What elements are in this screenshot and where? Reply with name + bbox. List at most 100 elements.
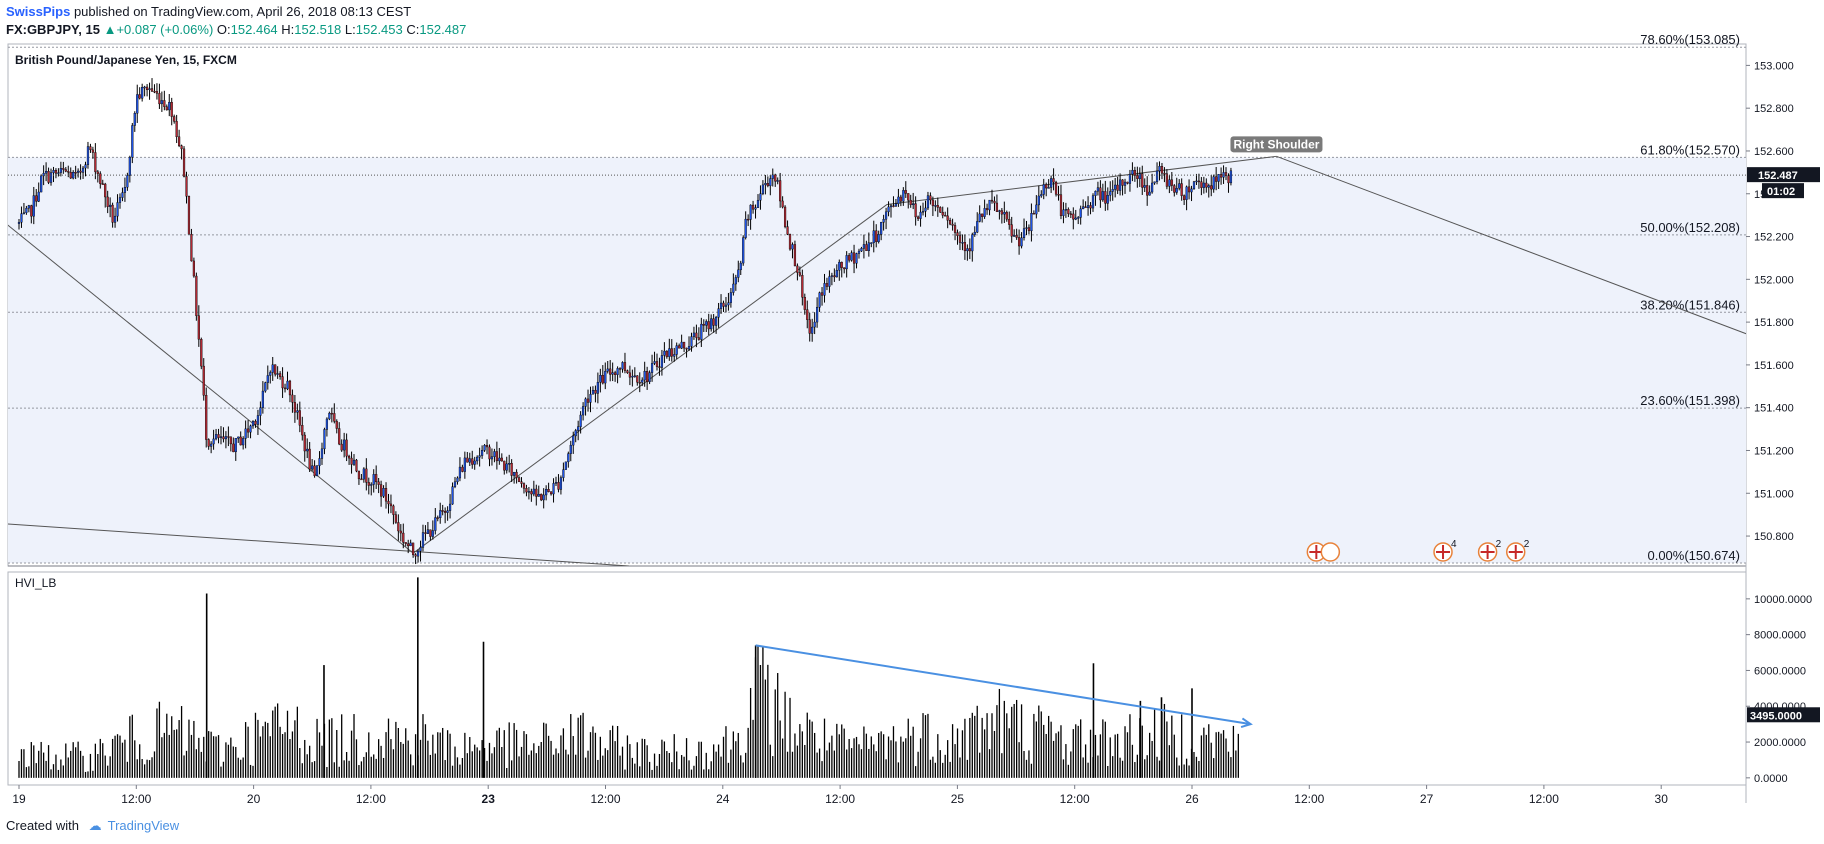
candle-body (232, 443, 235, 453)
event-count: 4 (1451, 539, 1457, 550)
candle-body (57, 172, 60, 174)
candle-body (663, 350, 666, 356)
candle-body (581, 406, 585, 416)
candle-body (1064, 209, 1068, 211)
candle-body (586, 398, 590, 403)
candle-body (727, 302, 730, 306)
candle-body (678, 345, 681, 349)
candle-body (229, 436, 232, 445)
candle-body (569, 444, 572, 454)
candle-body (133, 113, 136, 126)
time-axis-label: 12:00 (356, 792, 386, 806)
candle-body (1178, 183, 1181, 189)
candle-body (279, 373, 282, 377)
candle-body (1000, 210, 1003, 215)
candle-body (350, 457, 353, 465)
price-pane-title: British Pound/Japanese Yen, 15, FXCM (15, 53, 237, 67)
candle-body (729, 292, 732, 303)
candle-body (702, 323, 705, 326)
candle-body (1015, 235, 1018, 238)
candle-body (1054, 181, 1058, 195)
high-label: H: (281, 22, 295, 37)
candle-body (508, 463, 511, 465)
candle-body (554, 482, 558, 484)
candle-body (338, 428, 341, 445)
candle-body (219, 436, 223, 438)
volume-bars-group (18, 577, 1239, 778)
candle-body (1136, 175, 1139, 179)
candle-body (904, 190, 907, 194)
candle-body (658, 366, 661, 368)
trendline (1276, 155, 1746, 335)
tradingview-link[interactable]: TradingView (107, 818, 180, 833)
candle-body (1067, 209, 1070, 214)
candle-body (224, 436, 228, 440)
candle-body (976, 221, 979, 233)
published-text: published on TradingView.com, April 26, … (73, 4, 412, 19)
candle-body (1141, 173, 1144, 188)
candle-body (498, 457, 501, 462)
annotation-text: Right Shoulder (1233, 137, 1319, 151)
candle-body (325, 418, 329, 430)
candle-body (540, 493, 543, 501)
candle-body (520, 481, 523, 484)
candle-body (222, 436, 225, 440)
candle-body (690, 336, 693, 347)
candle-body (724, 304, 728, 307)
candle-body (288, 380, 292, 396)
candle-body (682, 341, 686, 349)
candle-body (190, 233, 193, 262)
candle-body (673, 354, 676, 357)
candle-body (1215, 176, 1218, 182)
candle-body (313, 465, 316, 477)
candle-body (852, 252, 856, 264)
candle-body (1010, 224, 1013, 237)
open-value: 152.464 (230, 22, 278, 37)
candle-body (1212, 176, 1215, 190)
candle-body (192, 260, 195, 277)
candle-body (1175, 187, 1178, 193)
candle-body (150, 88, 154, 92)
candle-body (116, 202, 119, 217)
candle-body (870, 242, 873, 244)
publisher-link[interactable]: SwissPips (6, 4, 71, 19)
candle-body (1086, 205, 1090, 208)
candle-body (276, 373, 279, 375)
economic-event-icon: 4 (1433, 539, 1457, 562)
candle-body (609, 368, 612, 375)
low-label: L: (344, 22, 356, 37)
volume-axis-label: 10000.0000 (1754, 594, 1812, 606)
candle-body (739, 262, 742, 271)
candle-body (983, 208, 986, 217)
candle-body (182, 148, 186, 177)
price-axis-label: 150.800 (1754, 531, 1794, 543)
candle-body (128, 156, 131, 176)
candle-body (1158, 165, 1161, 172)
candle-body (158, 93, 161, 105)
candle-body (793, 244, 797, 267)
candle-body (394, 514, 397, 523)
candle-body (788, 234, 792, 250)
candle-body (1200, 181, 1203, 188)
candle-body (1020, 237, 1023, 247)
candle-body (921, 210, 925, 213)
candle-body (860, 248, 863, 252)
candle-body (934, 205, 937, 207)
candle-body (813, 321, 816, 328)
candle-body (557, 482, 560, 490)
candle-body (808, 319, 811, 334)
candle-body (532, 488, 535, 495)
candle-body (458, 466, 462, 479)
volume-trend-arrow (755, 644, 1251, 726)
candle-body (643, 371, 646, 381)
candle-body (638, 382, 641, 384)
candle-body (525, 488, 528, 493)
candle-body (126, 175, 129, 188)
candle-body (907, 193, 910, 201)
candle-body (291, 394, 294, 403)
price-axis-label: 152.800 (1754, 103, 1794, 115)
candle-body (138, 94, 141, 99)
candle-body (737, 269, 740, 278)
candle-body (801, 275, 804, 298)
